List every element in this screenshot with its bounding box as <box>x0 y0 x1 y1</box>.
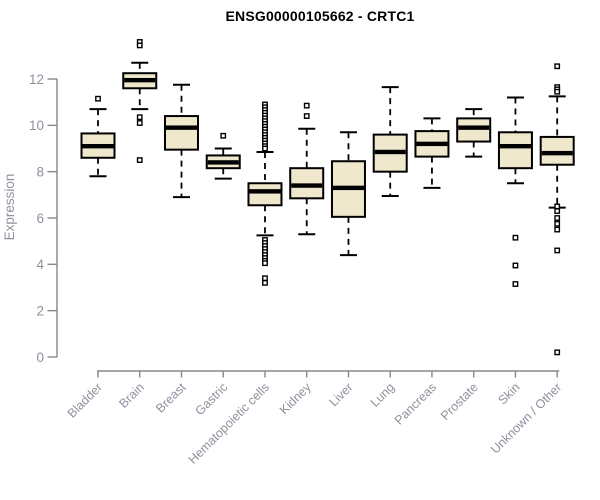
median-line <box>124 77 156 83</box>
boxplot-pancreas <box>414 117 450 189</box>
y-tick-label: 4 <box>36 257 44 272</box>
boxplot-kidney <box>289 102 325 236</box>
x-tick-label-kidney: Kidney <box>277 380 314 417</box>
outlier-point <box>512 281 519 287</box>
median-line <box>458 125 490 130</box>
outlier-point <box>554 220 561 227</box>
x-tick-label-bladder: Bladder <box>65 380 105 420</box>
boxplot-brain <box>122 39 158 163</box>
outlier-point <box>303 113 310 119</box>
outlier-point <box>512 234 519 241</box>
boxplot-breast <box>163 83 199 199</box>
chart-title: ENSG00000105662 - CRTC1 <box>225 8 415 24</box>
outlier-point <box>220 132 227 139</box>
y-tick-label: 10 <box>29 118 44 133</box>
x-tick-label-skin: Skin <box>495 380 522 407</box>
boxplot-lung <box>372 86 408 197</box>
boxplot-gastric <box>205 132 241 180</box>
boxplot-liver <box>330 131 366 257</box>
median-line <box>82 143 114 149</box>
outlier-point <box>554 215 561 221</box>
iqr-box <box>456 117 492 143</box>
x-tick-label-unknown-other: Unknown / Other <box>488 380 564 456</box>
x-tick-label-pancreas: Pancreas <box>392 380 439 427</box>
outlier-point <box>262 279 268 286</box>
median-line <box>416 141 448 147</box>
iqr-box <box>497 131 533 170</box>
iqr-box <box>539 135 575 166</box>
x-tick-label-prostate: Prostate <box>438 380 481 423</box>
outlier-point <box>262 260 268 267</box>
x-tick-label-liver: Liver <box>327 380 356 409</box>
x-tick-label-hematopoietic-cells: Hematopoietic cells <box>186 380 273 467</box>
outlier-point <box>95 95 101 102</box>
y-tick-label: 2 <box>36 303 44 318</box>
outlier-point <box>554 88 561 95</box>
y-tick-label: 6 <box>36 211 44 226</box>
y-axis: 0 2 4 6 8 10 12 <box>29 72 58 365</box>
median-line <box>165 125 197 130</box>
median-line <box>332 185 364 191</box>
iqr-box <box>289 167 325 200</box>
outlier-point <box>554 226 561 233</box>
boxplot-unknown-other <box>539 63 575 356</box>
y-tick-label: 12 <box>29 72 44 87</box>
median-line <box>291 183 323 188</box>
boxplot-skin <box>497 96 533 287</box>
x-tick-label-brain: Brain <box>116 380 147 411</box>
outlier-point <box>136 114 143 121</box>
boxplot-hematopoietic-cells <box>247 101 283 286</box>
boxplot-prostate <box>456 108 492 158</box>
outlier-point <box>262 275 268 282</box>
outlier-point <box>136 157 143 163</box>
median-line <box>374 149 406 155</box>
x-tick-label-lung: Lung <box>368 380 398 410</box>
outlier-point <box>554 203 561 210</box>
iqr-box <box>247 182 283 207</box>
outlier-point <box>303 102 310 109</box>
y-tick-label: 0 <box>36 350 44 365</box>
iqr-box <box>163 115 199 151</box>
outlier-point <box>554 208 561 214</box>
median-line <box>541 150 573 156</box>
outlier-point <box>262 145 268 152</box>
outlier-point <box>554 349 561 356</box>
outlier-point <box>136 42 143 49</box>
outlier-point <box>512 262 519 269</box>
median-line <box>249 189 281 194</box>
outlier-point <box>554 63 561 70</box>
x-tick-label-gastric: Gastric <box>192 380 230 418</box>
boxplot-bladder <box>80 95 116 178</box>
outlier-point <box>554 247 561 254</box>
x-tick-label-breast: Breast <box>153 380 189 416</box>
y-tick-label: 8 <box>36 164 44 179</box>
median-line <box>499 143 531 149</box>
outlier-point <box>136 120 143 126</box>
median-line <box>207 160 239 165</box>
